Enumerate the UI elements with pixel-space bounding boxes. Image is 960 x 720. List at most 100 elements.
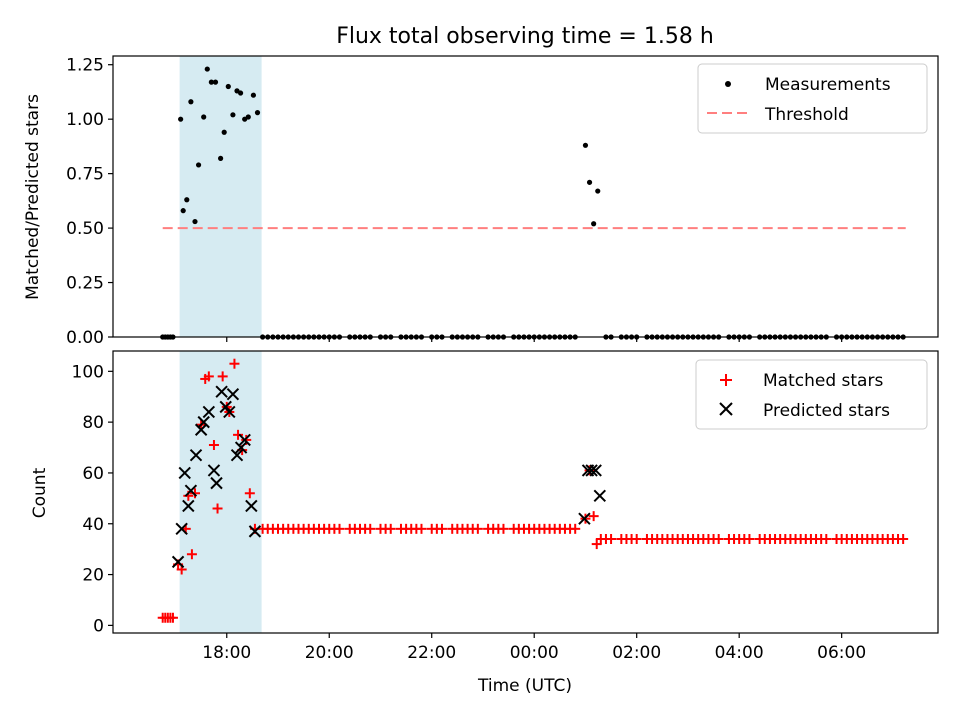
measurement-point <box>192 218 198 225</box>
x-tick-label: 18:00 <box>202 643 251 663</box>
matched-stars-points <box>157 358 909 623</box>
measurement-point <box>195 162 202 168</box>
y-tick-label: 1.00 <box>66 110 104 130</box>
measurement-point <box>245 114 251 120</box>
matched-star-point <box>570 523 581 534</box>
predicted-star-point <box>210 476 223 490</box>
matched-star-point <box>217 371 228 382</box>
bottom-y-ticks: 0 20 40 60 80 100 <box>72 362 113 636</box>
y-tick-label: 0 <box>93 616 104 636</box>
top-panel: 0.00 0.25 0.50 0.75 1.00 1.25 Matched/Predict… <box>23 55 939 348</box>
matched-star-point <box>606 534 617 544</box>
measurement-point <box>178 116 184 122</box>
matched-star-point <box>713 534 724 544</box>
measurement-point <box>180 208 186 214</box>
predicted-star-point <box>202 405 216 419</box>
measurement-point <box>212 79 219 85</box>
matched-star-point <box>233 429 244 440</box>
predicted-star-point <box>207 464 221 477</box>
predicted-star-point <box>178 466 191 480</box>
measurement-point <box>221 129 227 135</box>
y-tick-label: 0.00 <box>66 328 104 348</box>
matched-star-point <box>416 523 427 534</box>
measurement-point <box>254 110 261 116</box>
measurement-point <box>208 79 214 85</box>
measurement-point <box>595 188 601 194</box>
legend-predicted: Predicted stars <box>763 401 890 421</box>
matched-star-point <box>631 534 642 544</box>
matched-star-point <box>472 523 483 534</box>
predicted-star-point <box>223 405 236 419</box>
legend-predicted-marker <box>719 402 733 416</box>
matched-star-point <box>588 511 599 522</box>
matched-star-point <box>208 440 219 450</box>
bottom-x-ticks: 18:00 20:00 22:00 00:00 02:00 04:00 06:00 <box>202 633 866 663</box>
legend-measurements: Measurements <box>765 75 891 95</box>
measurement-point <box>184 197 190 203</box>
measurement-point <box>201 114 207 120</box>
matched-star-point <box>189 488 200 499</box>
predicted-star-point <box>182 499 195 513</box>
predicted-star-point <box>585 464 598 477</box>
matched-star-point <box>365 523 376 534</box>
predicted-star-point <box>578 512 591 525</box>
matched-star-point <box>744 534 755 544</box>
matched-star-point <box>898 534 909 544</box>
predicted-star-point <box>215 385 228 398</box>
predicted-star-point <box>589 464 602 477</box>
bottom-y-axis-label: Count <box>30 467 50 518</box>
x-tick-label: 22:00 <box>407 643 456 663</box>
matched-star-point <box>334 523 345 534</box>
legend-matched-marker <box>720 374 732 386</box>
predicted-star-point <box>189 448 203 462</box>
measurement-point <box>188 99 194 105</box>
x-tick-label: 04:00 <box>715 643 764 663</box>
matched-star-point <box>229 358 240 369</box>
bottom-legend: Matched stars Predicted stars <box>695 359 928 430</box>
observing-window-top <box>179 56 262 337</box>
measurement-point <box>204 66 210 72</box>
y-tick-label: 0.75 <box>66 165 104 185</box>
matched-star-point <box>821 534 832 544</box>
matched-star-point <box>167 612 178 623</box>
y-tick-label: 1.25 <box>66 56 104 76</box>
predicted-star-point <box>245 499 258 513</box>
measurement-point <box>218 155 224 161</box>
predicted-star-point <box>234 441 248 454</box>
x-axis-label: Time (UTC) <box>477 676 572 696</box>
predicted-stars-points <box>171 385 607 569</box>
measurement-point <box>591 221 597 227</box>
measurement-point <box>230 112 236 118</box>
chart-title: Flux total observing time = 1.58 h <box>336 24 714 49</box>
legend-matched: Matched stars <box>763 371 883 391</box>
bottom-panel: 0 20 40 60 80 100 18:00 20:00 22:00 00:00 02:00 04… <box>30 350 939 696</box>
predicted-star-point <box>248 525 262 538</box>
x-tick-label: 20:00 <box>305 643 354 663</box>
y-tick-label: 20 <box>82 566 104 586</box>
predicted-star-point <box>194 423 208 436</box>
predicted-star-point <box>593 489 607 503</box>
predicted-star-point <box>175 522 188 536</box>
top-legend: Measurements Threshold <box>697 63 928 134</box>
top-y-axis-label: Matched/Predicted stars <box>23 94 43 300</box>
legend-measurement-marker <box>725 81 731 87</box>
predicted-star-point <box>230 448 244 462</box>
matched-star-point <box>385 523 396 534</box>
matched-star-point <box>203 371 214 382</box>
predicted-star-point <box>184 484 198 497</box>
y-tick-label: 0.25 <box>66 274 104 294</box>
predicted-star-point <box>226 387 240 401</box>
measurement-point <box>237 90 244 96</box>
y-tick-label: 100 <box>72 362 104 382</box>
predicted-star-point <box>171 555 185 569</box>
top-y-ticks: 0.00 0.25 0.50 0.75 1.00 1.25 <box>66 56 113 348</box>
matched-star-point <box>212 503 223 514</box>
measurement-point <box>586 179 593 185</box>
x-tick-label: 06:00 <box>817 643 866 663</box>
top-axes-frame <box>112 55 939 338</box>
matched-star-point <box>436 523 447 534</box>
matched-star-point <box>186 549 197 560</box>
matched-star-point <box>498 523 509 534</box>
bottom-axes-frame <box>112 350 939 634</box>
